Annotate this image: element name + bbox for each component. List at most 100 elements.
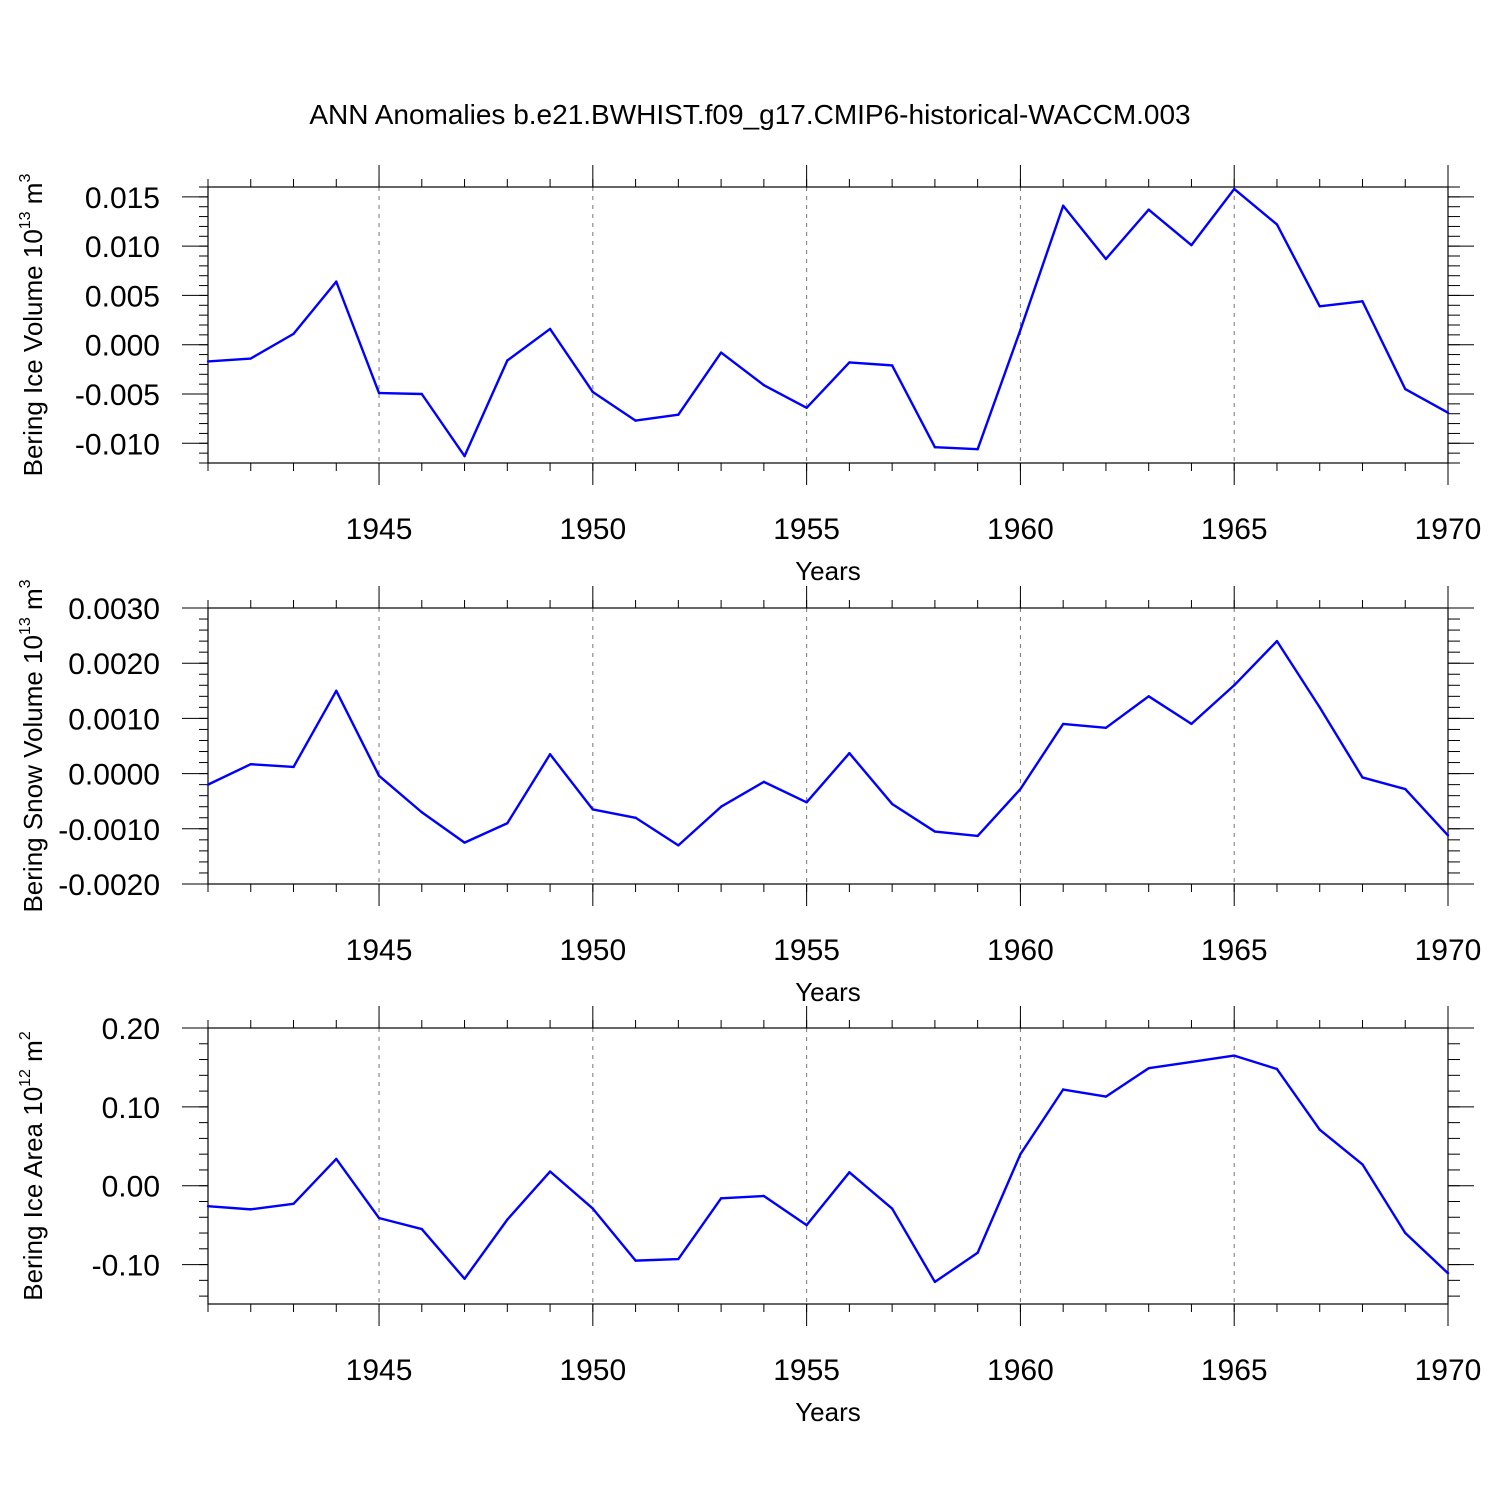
data-point bbox=[1190, 243, 1193, 247]
data-point bbox=[677, 844, 680, 847]
data-point bbox=[762, 383, 766, 387]
x-tick-label: 1950 bbox=[559, 513, 626, 546]
y-tick-label: 0.000 bbox=[85, 330, 160, 363]
x-tick-label: 1965 bbox=[1201, 934, 1268, 967]
series-line bbox=[207, 1054, 1449, 1284]
data-point bbox=[1361, 1163, 1364, 1166]
data-point bbox=[1233, 187, 1236, 191]
data-point bbox=[377, 391, 381, 395]
x-axis-title: Years bbox=[795, 1397, 861, 1427]
plot-frame bbox=[207, 186, 1449, 464]
data-point bbox=[591, 1207, 595, 1210]
y-tick-label: 0.0010 bbox=[68, 703, 160, 736]
data-point bbox=[805, 406, 808, 409]
data-point bbox=[1019, 328, 1022, 332]
data-point bbox=[1275, 1067, 1279, 1071]
x-tick-label: 1960 bbox=[987, 1354, 1054, 1387]
data-point bbox=[848, 751, 851, 755]
data-point bbox=[719, 351, 723, 354]
data-point bbox=[805, 1223, 808, 1227]
y-tick-label: 0.005 bbox=[85, 280, 160, 313]
y-axis-title-text: Bering Snow Volume 10 bbox=[18, 635, 48, 913]
x-tick-label: 1960 bbox=[987, 513, 1054, 546]
data-point bbox=[719, 1197, 723, 1200]
x-tick-label: 1970 bbox=[1415, 1354, 1482, 1387]
series-line bbox=[207, 639, 1449, 847]
data-point bbox=[848, 1171, 851, 1174]
figure-title: ANN Anomalies b.e21.BWHIST.f09_g17.CMIP6… bbox=[309, 99, 1190, 130]
data-point bbox=[1233, 1054, 1236, 1057]
y-tick-label: 0.0020 bbox=[68, 648, 160, 681]
data-point bbox=[1190, 722, 1193, 726]
data-point bbox=[719, 805, 723, 808]
data-point bbox=[591, 808, 595, 811]
data-point bbox=[1061, 722, 1065, 726]
data-point bbox=[1404, 787, 1407, 791]
y-axis-title-text: Bering Ice Volume 10 bbox=[18, 229, 48, 476]
data-point bbox=[1361, 300, 1364, 303]
data-point bbox=[206, 783, 210, 786]
data-point bbox=[890, 1207, 894, 1210]
data-point bbox=[1446, 1272, 1450, 1275]
y-tick-label: 0.00 bbox=[102, 1171, 160, 1204]
x-tick-label: 1950 bbox=[559, 1354, 626, 1387]
y-axis-title: Bering Ice Area 1012 m2 bbox=[17, 1031, 48, 1301]
data-point bbox=[1104, 257, 1108, 261]
y-axis-title: Bering Snow Volume 1013 m3 bbox=[17, 579, 48, 912]
x-tick-label: 1950 bbox=[559, 934, 626, 967]
data-point bbox=[463, 1277, 466, 1280]
data-point bbox=[890, 802, 894, 806]
data-point bbox=[420, 811, 423, 814]
data-point bbox=[762, 1194, 766, 1198]
y-axis-title-unit: m bbox=[18, 183, 48, 212]
y-tick-label: -0.10 bbox=[92, 1250, 160, 1283]
y-tick-label: 0.0030 bbox=[68, 593, 160, 626]
data-point bbox=[506, 359, 509, 362]
x-tick-label: 1955 bbox=[773, 513, 840, 546]
panel-ice-volume: 1945 1950 1955 1960 1965 1970 -0.010 -0.005 0.00… bbox=[17, 165, 1481, 586]
data-point bbox=[548, 1170, 552, 1173]
data-point bbox=[206, 360, 210, 363]
x-tick-label: 1965 bbox=[1201, 1354, 1268, 1387]
y-axis-title-unit: m bbox=[18, 1040, 48, 1069]
data-point bbox=[463, 841, 466, 844]
data-point bbox=[1061, 204, 1065, 207]
x-tick-label: 1955 bbox=[773, 934, 840, 967]
y-axis-title-unit-exponent: 3 bbox=[17, 579, 34, 588]
y-tick-label: -0.010 bbox=[75, 428, 160, 461]
y-axis-title-exponent: 13 bbox=[17, 211, 34, 229]
data-point bbox=[1147, 1067, 1150, 1070]
data-point bbox=[506, 1218, 509, 1221]
y-tick-label: 0.015 bbox=[85, 182, 160, 215]
data-point bbox=[249, 357, 252, 360]
data-point bbox=[292, 1202, 295, 1206]
data-point bbox=[1233, 684, 1236, 687]
y-tick-label: 0.10 bbox=[102, 1092, 160, 1125]
y-axis-title-exponent: 12 bbox=[17, 1069, 34, 1087]
data-point bbox=[335, 280, 338, 283]
data-point bbox=[1104, 726, 1108, 729]
x-tick-label: 1965 bbox=[1201, 513, 1268, 546]
series-line bbox=[207, 187, 1449, 458]
x-axis-title: Years bbox=[795, 977, 861, 1007]
data-point bbox=[1361, 776, 1364, 779]
data-point bbox=[506, 822, 509, 825]
y-axis-title-unit: m bbox=[18, 588, 48, 617]
y-tick-label: -0.005 bbox=[75, 379, 160, 412]
x-tick-label: 1955 bbox=[773, 1354, 840, 1387]
x-tick-label: 1960 bbox=[987, 934, 1054, 967]
data-point bbox=[762, 780, 766, 784]
data-point bbox=[848, 361, 851, 364]
x-tick-label: 1970 bbox=[1415, 513, 1482, 546]
data-point bbox=[634, 816, 637, 819]
data-point bbox=[249, 1208, 252, 1211]
data-point bbox=[591, 390, 595, 394]
x-tick-label: 1945 bbox=[346, 513, 413, 546]
data-point bbox=[292, 765, 295, 769]
data-point bbox=[1147, 208, 1150, 211]
x-axis-title: Years bbox=[795, 556, 861, 586]
data-point bbox=[1104, 1095, 1108, 1098]
y-axis-title: Bering Ice Volume 1013 m3 bbox=[17, 174, 48, 477]
y-axis-title-text: Bering Ice Area 10 bbox=[18, 1087, 48, 1301]
